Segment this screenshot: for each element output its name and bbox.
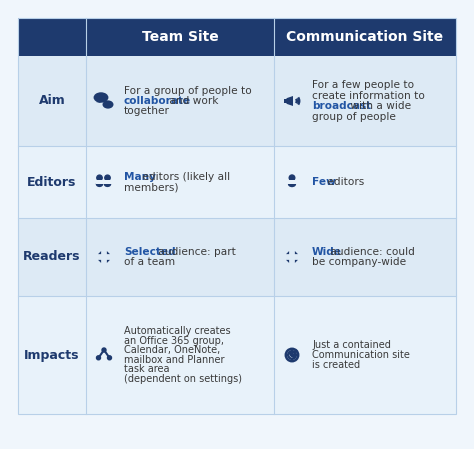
Polygon shape xyxy=(98,260,101,263)
Text: mailbox and Planner: mailbox and Planner xyxy=(124,355,225,365)
Text: task area: task area xyxy=(124,365,170,374)
Text: Aim: Aim xyxy=(38,94,65,107)
Circle shape xyxy=(291,354,293,357)
Ellipse shape xyxy=(288,181,296,187)
Text: audience: part: audience: part xyxy=(155,247,236,257)
Text: Communication Site: Communication Site xyxy=(286,30,444,44)
Text: an Office 365 group,: an Office 365 group, xyxy=(124,335,224,346)
Text: together: together xyxy=(124,106,170,116)
Polygon shape xyxy=(98,251,101,254)
Text: editors (likely all: editors (likely all xyxy=(139,172,230,182)
Bar xyxy=(18,146,456,218)
Circle shape xyxy=(105,175,110,180)
Bar xyxy=(284,99,287,103)
Text: Selected: Selected xyxy=(124,247,176,257)
Text: broadcast: broadcast xyxy=(312,101,371,111)
Text: is created: is created xyxy=(312,360,360,370)
Text: Wide: Wide xyxy=(312,247,342,257)
Text: Few: Few xyxy=(312,177,336,187)
Polygon shape xyxy=(286,96,293,106)
Text: group of people: group of people xyxy=(312,112,396,122)
Bar xyxy=(96,180,112,184)
Ellipse shape xyxy=(102,101,113,109)
Text: Communication site: Communication site xyxy=(312,350,410,360)
Polygon shape xyxy=(286,251,289,254)
Bar xyxy=(18,56,456,146)
Text: Automatically creates: Automatically creates xyxy=(124,326,231,336)
Text: For a few people to: For a few people to xyxy=(312,80,414,90)
Text: Just a contained: Just a contained xyxy=(312,340,391,350)
Polygon shape xyxy=(107,251,110,254)
Polygon shape xyxy=(96,101,101,103)
Text: be company-wide: be company-wide xyxy=(312,257,406,267)
Circle shape xyxy=(97,356,100,360)
Text: Editors: Editors xyxy=(27,176,77,189)
Bar xyxy=(18,296,456,414)
Polygon shape xyxy=(106,106,109,108)
Text: Calendar, OneNote,: Calendar, OneNote, xyxy=(124,345,220,355)
Circle shape xyxy=(102,348,106,352)
Polygon shape xyxy=(295,251,298,254)
Polygon shape xyxy=(286,260,289,263)
Bar xyxy=(18,218,456,296)
Text: audience: could: audience: could xyxy=(328,247,415,257)
Text: members): members) xyxy=(124,182,179,192)
Polygon shape xyxy=(107,260,110,263)
Circle shape xyxy=(289,175,295,180)
Text: For a group of people to: For a group of people to xyxy=(124,85,252,96)
Polygon shape xyxy=(295,260,298,263)
Text: (dependent on settings): (dependent on settings) xyxy=(124,374,242,384)
Ellipse shape xyxy=(93,92,109,103)
Text: of a team: of a team xyxy=(124,257,175,267)
Circle shape xyxy=(97,175,102,180)
Ellipse shape xyxy=(104,181,111,187)
Text: Readers: Readers xyxy=(23,251,81,264)
Text: create information to: create information to xyxy=(312,91,425,101)
Text: with a wide: with a wide xyxy=(346,101,410,111)
Text: editors: editors xyxy=(324,177,364,187)
Text: and work: and work xyxy=(166,96,219,106)
Text: Impacts: Impacts xyxy=(24,348,80,361)
Text: Many: Many xyxy=(124,172,156,182)
Text: collaborate: collaborate xyxy=(124,96,191,106)
Circle shape xyxy=(108,356,111,360)
Ellipse shape xyxy=(96,181,103,187)
Text: Team Site: Team Site xyxy=(142,30,219,44)
Bar xyxy=(18,18,456,56)
Bar xyxy=(287,180,297,184)
Bar xyxy=(18,18,456,414)
